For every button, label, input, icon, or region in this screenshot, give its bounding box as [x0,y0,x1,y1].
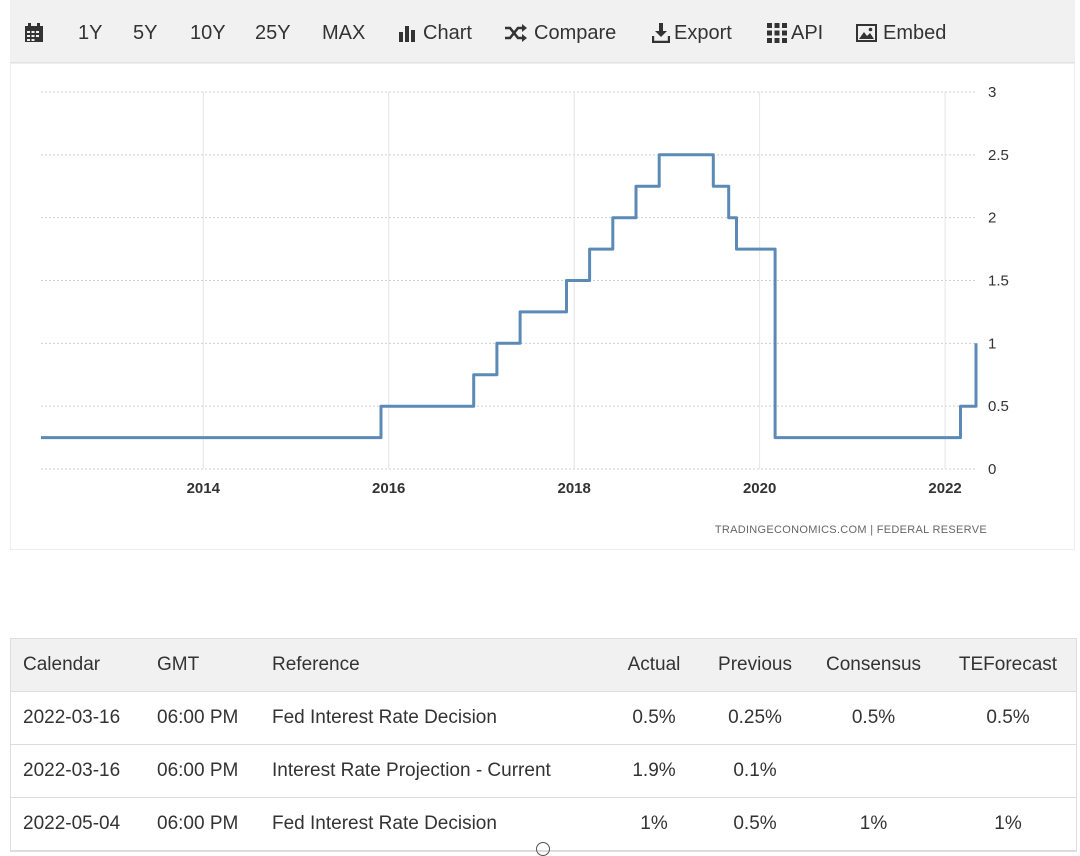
cell-actual: 0.5% [605,691,703,745]
table-row: 2022-05-04 06:00 PM Fed Interest Rate De… [11,797,1076,851]
range-5y-button[interactable]: 5Y [133,21,158,44]
table-row: 2022-03-16 06:00 PM Interest Rate Projec… [11,744,1076,798]
interest-rate-chart[interactable]: 0 0.5 1 1.5 2 2.5 3 2014 2016 2018 2020 2022 TRADI… [11,64,1074,549]
y-tick-label: 1.5 [988,273,1009,290]
cell-teforecast: 1% [940,797,1076,851]
cell-actual: 1.9% [605,744,703,798]
calendar-icon[interactable] [24,20,44,46]
cell-reference[interactable]: Interest Rate Projection - Current [260,744,605,798]
x-tick-label: 2022 [928,480,961,497]
calendar-table-panel: Calendar GMT Reference Actual Previous C… [10,638,1077,852]
header-reference[interactable]: Reference [260,639,605,692]
cell-consensus: 0.5% [807,691,940,745]
y-tick-label: 2 [988,210,996,227]
header-consensus[interactable]: Consensus [807,639,940,692]
scroll-indicator-icon [536,842,550,856]
range-max-button[interactable]: MAX [322,21,366,44]
y-tick-label: 0 [988,461,996,478]
interest-rate-series-line [41,153,978,440]
x-tick-label: 2014 [187,480,221,497]
range-1y-button[interactable]: 1Y [78,21,103,44]
shuffle-icon [504,24,528,42]
header-actual[interactable]: Actual [605,639,703,692]
compare-button[interactable]: Compare [504,20,616,46]
cell-previous: 0.25% [703,691,807,745]
cell-consensus: 1% [807,797,940,851]
y-tick-label: 2.5 [988,147,1009,164]
cell-teforecast: 0.5% [940,691,1076,745]
y-tick-label: 0.5 [988,398,1009,415]
x-tick-label: 2018 [557,480,590,497]
export-label: Export [674,21,732,44]
cell-previous: 0.1% [703,744,807,798]
download-icon [652,23,670,43]
cell-time: 06:00 PM [145,691,260,745]
export-button[interactable]: Export [652,20,732,46]
chart-type-button[interactable]: Chart [399,20,472,46]
y-tick-label: 1 [988,335,996,352]
cell-time: 06:00 PM [145,744,260,798]
cell-date: 2022-05-04 [11,797,145,851]
grid-icon [767,23,787,43]
table-header-row: Calendar GMT Reference Actual Previous C… [11,639,1076,692]
api-button[interactable]: API [767,20,823,46]
embed-button[interactable]: Embed [856,20,946,46]
api-label: API [791,21,824,44]
cell-actual: 1% [605,797,703,851]
embed-label: Embed [883,21,947,44]
header-calendar[interactable]: Calendar [11,639,145,692]
image-icon [856,24,877,42]
bar-chart-icon [399,24,417,42]
header-gmt[interactable]: GMT [145,639,260,692]
cell-reference[interactable]: Fed Interest Rate Decision [260,691,605,745]
x-tick-label: 2020 [743,480,776,497]
x-tick-label: 2016 [372,480,405,497]
chart-type-label: Chart [423,21,472,44]
range-10y-button[interactable]: 10Y [190,21,226,44]
range-25y-button[interactable]: 25Y [255,21,291,44]
cell-teforecast [940,744,1076,798]
cell-date: 2022-03-16 [11,691,145,745]
cell-date: 2022-03-16 [11,744,145,798]
cell-reference[interactable]: Fed Interest Rate Decision [260,797,605,851]
table-row: 2022-03-16 06:00 PM Fed Interest Rate De… [11,691,1076,745]
cell-previous: 0.5% [703,797,807,851]
cell-time: 06:00 PM [145,797,260,851]
chart-panel: 0 0.5 1 1.5 2 2.5 3 2014 2016 2018 2020 2022 TRADI… [10,63,1075,550]
chart-source-credit: TRADINGECONOMICS.COM | FEDERAL RESERVE [715,524,987,536]
y-tick-label: 3 [988,84,996,101]
header-previous[interactable]: Previous [703,639,807,692]
compare-label: Compare [534,21,617,44]
calendar-table: Calendar GMT Reference Actual Previous C… [11,639,1076,851]
chart-toolbar: 1Y 5Y 10Y 25Y MAX Chart Compare Ex [10,0,1075,63]
header-teforecast[interactable]: TEForecast [940,639,1076,692]
cell-consensus [807,744,940,798]
